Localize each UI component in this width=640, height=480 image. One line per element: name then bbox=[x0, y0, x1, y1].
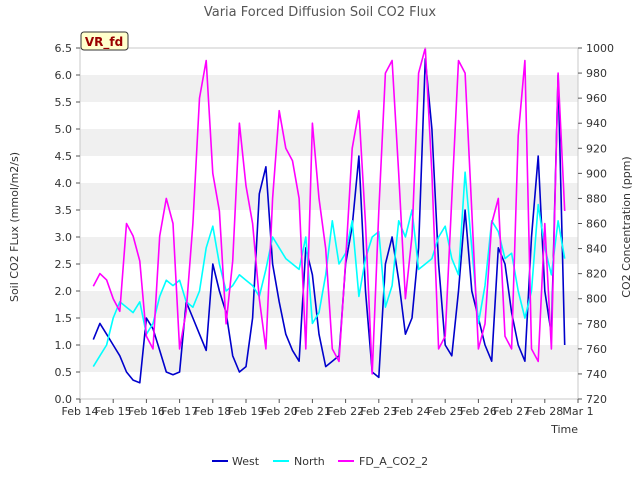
series-line-west bbox=[92, 57, 566, 384]
x-tick-label: Feb 18 bbox=[194, 405, 231, 418]
right-axis-label: CO2 Concentration (ppm) bbox=[620, 156, 633, 297]
left-tick-label: 6.5 bbox=[55, 42, 73, 55]
right-tick-label: 960 bbox=[586, 92, 607, 105]
left-tick-label: 3.0 bbox=[55, 231, 73, 244]
x-tick-label: Feb 16 bbox=[128, 405, 165, 418]
series-lines bbox=[92, 47, 566, 384]
left-tick-label: 4.5 bbox=[55, 150, 73, 163]
x-tick-label: Feb 21 bbox=[294, 405, 331, 418]
right-tick-label: 760 bbox=[586, 343, 607, 356]
legend-label-north: North bbox=[294, 455, 325, 468]
grid-band bbox=[80, 345, 578, 372]
right-tick-label: 920 bbox=[586, 142, 607, 155]
legend-item-west: West bbox=[212, 455, 260, 468]
x-tick-label: Feb 26 bbox=[460, 405, 497, 418]
right-tick-label: 840 bbox=[586, 243, 607, 256]
right-tick-label: 720 bbox=[586, 393, 607, 406]
grid-band bbox=[80, 75, 578, 102]
left-tick-label: 4.0 bbox=[55, 177, 73, 190]
right-tick-label: 940 bbox=[586, 117, 607, 130]
left-tick-label: 3.5 bbox=[55, 204, 73, 217]
right-tick-label: 900 bbox=[586, 167, 607, 180]
left-tick-label: 6.0 bbox=[55, 69, 73, 82]
left-tick-label: 5.0 bbox=[55, 123, 73, 136]
legend-label-fd-a-co2-2: FD_A_CO2_2 bbox=[359, 455, 428, 468]
x-tick-label: Feb 23 bbox=[360, 405, 397, 418]
left-tick-label: 2.0 bbox=[55, 285, 73, 298]
grid-band bbox=[80, 129, 578, 156]
x-tick-label: Feb 22 bbox=[327, 405, 364, 418]
left-axis-ticks: 0.0 0.5 1.0 1.5 2.0 2.5 3.0 3.5 4.0 4.5 5.0 5.5 6.0 6… bbox=[55, 42, 80, 406]
x-tick-label: Feb 25 bbox=[427, 405, 464, 418]
right-tick-label: 780 bbox=[586, 318, 607, 331]
chart-title: Varia Forced Diffusion Soil CO2 Flux bbox=[204, 5, 437, 20]
x-tick-label: Feb 28 bbox=[526, 405, 563, 418]
x-tick-label: Feb 17 bbox=[161, 405, 198, 418]
legend-item-north: North bbox=[273, 455, 325, 468]
x-tick-label: Feb 15 bbox=[95, 405, 132, 418]
left-tick-label: 1.0 bbox=[55, 339, 73, 352]
site-badge-box bbox=[80, 31, 129, 51]
x-tick-label: Feb 27 bbox=[493, 405, 530, 418]
series-line-fd-a-co2-2 bbox=[92, 47, 566, 375]
left-tick-label: 0.5 bbox=[55, 366, 73, 379]
grid-band bbox=[80, 183, 578, 210]
left-axis-label: Soil CO2 FLux (mmol/m2/s) bbox=[8, 152, 21, 302]
right-tick-label: 740 bbox=[586, 368, 607, 381]
x-tick-label: Feb 20 bbox=[261, 405, 298, 418]
legend-label-west: West bbox=[232, 455, 260, 468]
left-tick-label: 0.0 bbox=[55, 393, 73, 406]
right-tick-label: 800 bbox=[586, 293, 607, 306]
left-tick-label: 2.5 bbox=[55, 258, 73, 271]
right-tick-label: 820 bbox=[586, 268, 607, 281]
legend-item-fd-a-co2-2: FD_A_CO2_2 bbox=[338, 455, 428, 468]
left-tick-label: 5.5 bbox=[55, 96, 73, 109]
site-badge: VR_fd bbox=[85, 35, 123, 50]
x-tick-label: Feb 14 bbox=[62, 405, 99, 418]
right-tick-label: 1000 bbox=[586, 42, 614, 55]
x-tick-label: Mar 1 bbox=[562, 405, 593, 418]
x-tick-label: Feb 24 bbox=[394, 405, 431, 418]
x-axis-label: Time bbox=[550, 423, 578, 436]
right-tick-label: 980 bbox=[586, 67, 607, 80]
series-line-north bbox=[92, 171, 566, 368]
right-tick-label: 860 bbox=[586, 218, 607, 231]
legend: West North FD_A_CO2_2 bbox=[212, 455, 428, 468]
right-tick-label: 880 bbox=[586, 192, 607, 205]
left-tick-label: 1.5 bbox=[55, 312, 73, 325]
x-tick-label: Feb 19 bbox=[228, 405, 265, 418]
right-axis-ticks: 720 740 760 780 800 820 840 860 880 900 920 940 960 9… bbox=[578, 42, 614, 406]
